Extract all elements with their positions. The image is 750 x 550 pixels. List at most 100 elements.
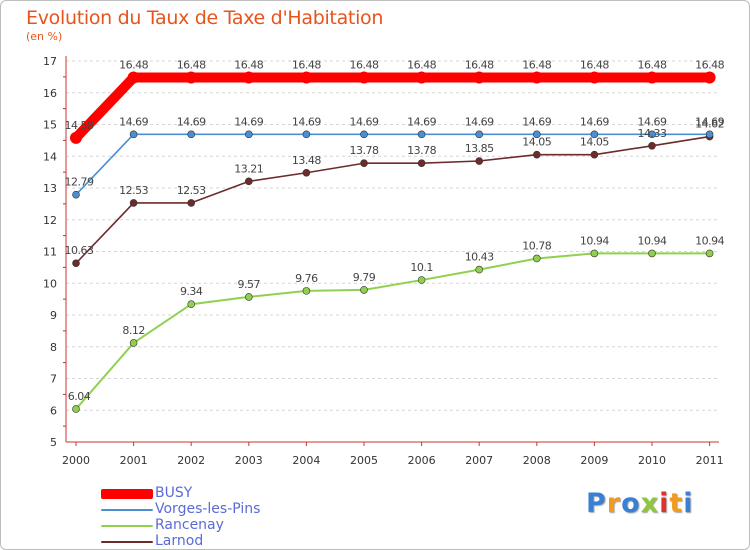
data-point xyxy=(72,190,80,199)
data-label: 13.78 xyxy=(407,144,436,157)
series-line-rancenay xyxy=(75,252,711,410)
data-label: 16.48 xyxy=(638,59,667,72)
data-label: 6.04 xyxy=(68,390,91,403)
data-label: 9.34 xyxy=(180,285,203,298)
data-label: 10.78 xyxy=(522,239,551,252)
data-point xyxy=(648,141,656,150)
y-tick-label: 8 xyxy=(50,341,57,354)
legend-label: BUSY xyxy=(155,485,193,501)
data-label: 14.33 xyxy=(638,127,667,140)
data-point xyxy=(475,157,484,165)
data-label: 14.69 xyxy=(292,115,321,128)
data-label: 16.48 xyxy=(522,59,551,72)
chart-legend: BUSY Vorges-les-Pins Rancenay Larnod xyxy=(101,485,361,549)
data-point xyxy=(360,286,368,294)
logo-letter: i xyxy=(683,488,694,519)
legend-label: Rancenay xyxy=(155,517,224,533)
data-label: 14.69 xyxy=(580,115,609,128)
data-label: 9.57 xyxy=(238,278,261,291)
y-tick-label: 16 xyxy=(43,87,57,100)
x-tick-label: 2007 xyxy=(465,454,493,467)
data-point xyxy=(532,150,541,159)
data-point xyxy=(300,71,313,84)
x-tick-label: 2009 xyxy=(580,454,608,467)
data-label: 14.58 xyxy=(65,119,94,132)
data-label: 14.69 xyxy=(638,115,667,128)
data-point xyxy=(415,71,428,84)
logo-letter: i xyxy=(659,488,670,519)
data-point xyxy=(187,130,195,139)
data-point xyxy=(302,287,311,295)
legend-swatch xyxy=(101,509,153,511)
data-point xyxy=(648,130,656,139)
legend-label: Vorges-les-Pins xyxy=(155,501,261,517)
series-line-larnod xyxy=(75,135,711,265)
data-point xyxy=(703,71,716,84)
data-label: 10.94 xyxy=(638,234,667,247)
data-label: 10.1 xyxy=(410,261,433,274)
legend-swatch xyxy=(101,541,153,543)
data-label: 9.76 xyxy=(295,272,318,285)
data-label: 16.48 xyxy=(350,59,379,72)
data-point xyxy=(417,130,426,139)
y-tick-label: 9 xyxy=(50,309,57,322)
y-tick-label: 15 xyxy=(43,119,57,132)
y-tick-label: 7 xyxy=(50,373,57,386)
data-label: 16.48 xyxy=(177,59,206,72)
data-point xyxy=(245,130,253,139)
data-label: 13.21 xyxy=(234,162,263,175)
x-tick-label: 2003 xyxy=(235,454,263,467)
x-tick-label: 2005 xyxy=(350,454,378,467)
data-point xyxy=(532,254,541,263)
logo-letter: P xyxy=(586,488,607,519)
data-point xyxy=(187,199,195,207)
data-label: 16.48 xyxy=(234,59,263,72)
data-label: 10.94 xyxy=(695,234,724,247)
data-point xyxy=(245,177,253,186)
legend-item: Vorges-les-Pins xyxy=(101,501,361,518)
series-line-busy xyxy=(71,72,715,143)
data-label: 13.78 xyxy=(350,144,379,157)
data-point xyxy=(360,130,368,139)
data-point xyxy=(530,71,543,84)
legend-swatch xyxy=(101,489,153,499)
data-point xyxy=(302,168,311,177)
data-point xyxy=(129,130,138,139)
legend-item: BUSY xyxy=(101,485,361,502)
data-point xyxy=(417,159,426,168)
data-point xyxy=(588,71,601,84)
data-point xyxy=(532,130,541,139)
data-label: 14.69 xyxy=(350,115,379,128)
logo-letter: x xyxy=(640,488,660,519)
y-tick-label: 14 xyxy=(43,150,57,163)
data-label: 14.69 xyxy=(177,115,206,128)
data-label: 14.69 xyxy=(695,115,724,128)
legend-swatch xyxy=(101,525,153,527)
data-label: 16.48 xyxy=(292,59,321,72)
y-tick-label: 17 xyxy=(43,55,57,68)
data-label: 14.05 xyxy=(522,136,551,149)
data-label: 14.62 xyxy=(695,118,724,131)
data-point xyxy=(590,130,599,139)
data-point xyxy=(590,150,599,159)
data-point xyxy=(473,71,486,84)
data-point xyxy=(187,300,195,309)
x-tick-label: 2010 xyxy=(638,454,666,467)
x-tick-label: 2008 xyxy=(523,454,551,467)
data-point xyxy=(648,249,656,258)
legend-item: Rancenay xyxy=(101,517,361,534)
chart-title: Evolution du Taux de Taxe d'Habitation xyxy=(26,7,384,29)
data-point xyxy=(245,293,253,301)
data-label: 14.69 xyxy=(522,115,551,128)
logo-letter: t xyxy=(669,488,684,519)
data-label: 14.69 xyxy=(465,115,494,128)
data-point xyxy=(127,71,140,84)
data-point xyxy=(70,131,82,144)
data-point xyxy=(129,339,138,347)
data-point xyxy=(185,71,198,84)
data-label: 9.79 xyxy=(353,271,376,284)
x-tick-label: 2000 xyxy=(62,454,90,467)
y-tick-label: 13 xyxy=(43,182,57,195)
data-point xyxy=(242,71,255,84)
